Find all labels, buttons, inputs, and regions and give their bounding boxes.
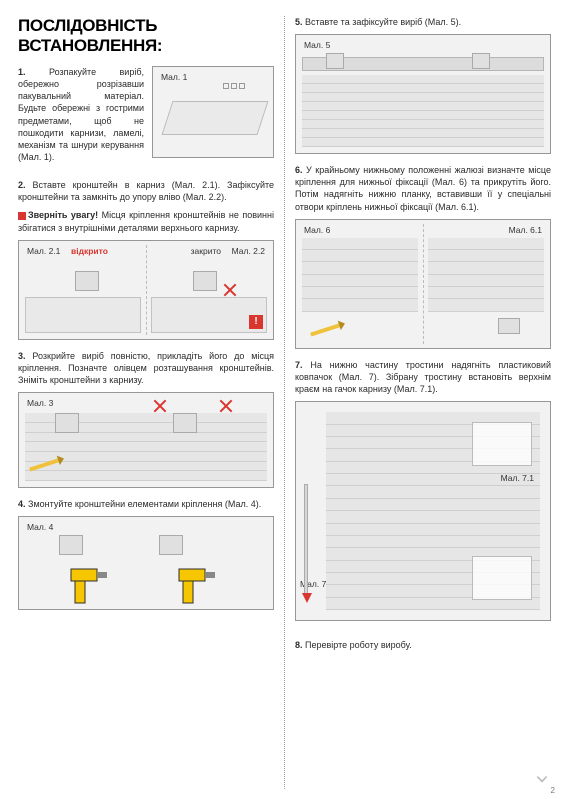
figure-5-bracket-2 [472,53,490,69]
figure-6-label: Мал. 6 [302,224,332,236]
figure-5-blinds [302,75,544,147]
figure-2-1-label: Мал. 2.1 [25,245,62,257]
step-8-text: 8. Перевірте роботу виробу. [295,639,551,651]
step-6-body: У крайньому нижньому положенні жалюзі ви… [295,165,551,211]
drill-icon-1 [69,565,109,607]
figure-7-inset-bottom [472,556,532,600]
step-3-body: Розкрийте виріб повністю, прикладіть йог… [18,351,274,385]
figure-5: Мал. 5 [295,34,551,154]
figure-2-bracket-closed [193,271,217,291]
step-7-body: На нижню частину тростини надягніть плас… [295,360,551,394]
figure-7-rod [304,484,308,594]
exclamation-icon: ! [249,315,263,329]
figure-2-rail-left [25,297,141,333]
step-3-text: 3. Розкрийте виріб повністю, прикладіть … [18,350,274,386]
figure-6-1-label: Мал. 6.1 [507,224,544,236]
figure-6-clip [498,318,520,334]
figure-6-pencil [310,323,340,336]
figure-6: Мал. 6 Мал. 6.1 [295,219,551,349]
figure-5-bracket-1 [326,53,344,69]
figure-7-label: Мал. 7 [298,578,328,590]
figure-2-open-label: відкрито [69,245,110,257]
figure-3: Мал. 3 [18,392,274,488]
figure-2-divider [146,245,147,335]
figure-2: Мал. 2.1 відкрито закрито Мал. 2.2 ! [18,240,274,340]
figure-7: Мал. 7.1 Мал. 7 [295,401,551,621]
step-4-body: Змонтуйте кронштейни елементами кріпленн… [28,499,261,509]
step-8-body: Перевірте роботу виробу. [305,640,412,650]
figure-4-label: Мал. 4 [25,521,55,533]
warning-icon [18,212,26,220]
step-5-body: Вставте та зафіксуйте виріб (Мал. 5). [305,17,461,27]
figure-1-parts [223,83,259,97]
step-2-body: Вставте кронштейн в карниз (Мал. 2.1). З… [18,180,274,202]
drill-icon-2 [177,565,217,607]
figure-2-2-label: Мал. 2.2 [230,245,267,257]
figure-1-rail [161,101,268,135]
figure-6-blinds-right [428,238,544,312]
step-1-body: Розпакуйте виріб, обережно розрізавши па… [18,67,144,162]
figure-3-xmark-1 [153,399,167,413]
figure-2-bracket-open [75,271,99,291]
figure-1: Мал. 1 [152,66,274,158]
figure-3-bracket-2 [173,413,197,433]
step-6-text: 6. У крайньому нижньому положенні жалюзі… [295,164,551,213]
step-7-text: 7. На нижню частину тростини надягніть п… [295,359,551,395]
figure-3-xmark-2 [219,399,233,413]
figure-6-blinds-left [302,238,418,312]
step-2-text: 2. Вставте кронштейн в карниз (Мал. 2.1)… [18,179,274,203]
figure-7-inset-top [472,422,532,466]
figure-4-bracket-1 [59,535,83,555]
page-title: ПОСЛІДОВНІСТЬ ВСТАНОВЛЕННЯ: [18,16,274,56]
figure-7-1-label: Мал. 7.1 [499,472,536,484]
step-5-text: 5. Вставте та зафіксуйте виріб (Мал. 5). [295,16,551,28]
page-number: 2 [551,786,555,795]
figure-3-label: Мал. 3 [25,397,55,409]
figure-4-bracket-2 [159,535,183,555]
figure-2-xmark [223,283,237,297]
step-1-text: 1. Розпакуйте виріб, обережно розрізавши… [18,66,144,163]
figure-1-label: Мал. 1 [159,71,189,83]
figure-5-label: Мал. 5 [302,39,332,51]
step-2-warn-bold: Зверніть увагу! [28,210,98,220]
figure-3-bracket-1 [55,413,79,433]
figure-4: Мал. 4 [18,516,274,610]
step-4-text: 4. Змонтуйте кронштейни елементами кріпл… [18,498,274,510]
step-2-warning: Зверніть увагу! Місця кріплення кронштей… [18,209,274,233]
figure-2-closed-label: закрито [189,245,223,257]
figure-6-divider [423,224,424,344]
